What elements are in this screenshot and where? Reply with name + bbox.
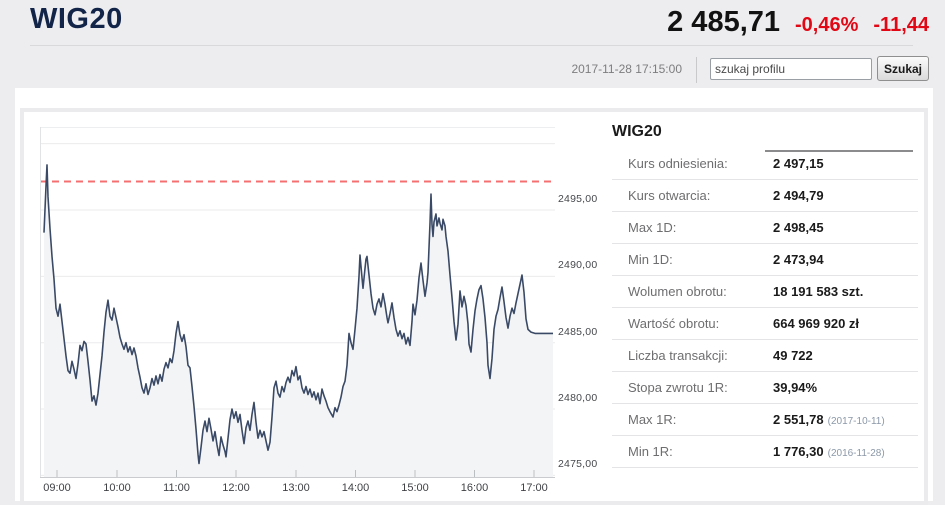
row-label: Max 1D: <box>628 220 677 235</box>
row-value-date: (2017-10-11) <box>827 416 885 427</box>
y-axis-label: 2495,00 <box>558 193 598 205</box>
change-percent: -0,46% <box>795 14 859 36</box>
row-value: 664 969 920 zł <box>773 316 860 331</box>
price-series-line <box>43 164 553 465</box>
table-row: Stopa zwrotu 1R: 39,94% <box>612 372 918 404</box>
panel-title: WIG20 <box>612 123 662 140</box>
price-chart-svg <box>40 127 555 478</box>
x-axis-tick-label: 14:00 <box>341 482 370 494</box>
x-axis-tick-label: 13:00 <box>282 482 310 494</box>
vertical-divider <box>696 57 697 83</box>
table-row: Min 1R: 1 776,30 (2016-11-28) <box>612 436 918 468</box>
y-axis-label: 2485,00 <box>558 325 598 338</box>
header-divider <box>30 45 913 46</box>
quote-timestamp: 2017-11-28 17:15:00 <box>571 62 682 76</box>
table-row: Wolumen obrotu: 18 191 583 szt. <box>612 276 918 308</box>
row-label: Liczba transakcji: <box>628 348 728 363</box>
table-row: Max 1D: 2 498,45 <box>612 212 918 244</box>
row-value: 49 722 <box>773 348 813 363</box>
table-row: Max 1R: 2 551,78 (2017-10-11) <box>612 404 918 436</box>
row-value: 39,94% <box>773 380 818 395</box>
row-label: Kurs otwarcia: <box>628 188 711 203</box>
table-row: Wartość obrotu: 664 969 920 zł <box>612 308 918 340</box>
table-row: Min 1D: 2 473,94 <box>612 244 918 276</box>
x-axis-tick-label: 12:00 <box>222 482 250 494</box>
row-label: Kurs odniesienia: <box>628 156 728 171</box>
row-value: 2 551,78 (2017-10-11) <box>773 412 885 427</box>
x-axis-tick-label: 09:00 <box>43 482 71 494</box>
quote-header: 2 485,71 -0,46% -11,44 <box>667 6 929 39</box>
x-axis-tick-label: 15:00 <box>401 482 429 494</box>
row-label: Min 1D: <box>628 252 673 267</box>
x-axis-tick-label: 17:00 <box>520 482 548 494</box>
y-axis-label: 2475,00 <box>558 458 598 471</box>
row-value: 2 473,94 <box>773 252 824 267</box>
change-absolute: -11,44 <box>873 14 929 36</box>
row-label: Min 1R: <box>628 444 673 459</box>
table-row: Kurs odniesienia: 2 497,15 <box>612 148 918 180</box>
last-price: 2 485,71 <box>667 6 781 38</box>
row-label: Wolumen obrotu: <box>628 284 727 299</box>
page-title: WIG20 <box>30 3 123 35</box>
y-axis-label: 2480,00 <box>558 392 598 405</box>
row-value: 1 776,30 (2016-11-28) <box>773 444 885 459</box>
row-label: Wartość obrotu: <box>628 316 720 331</box>
instrument-panel: WIG20 Kurs odniesienia: 2 497,15 Kurs otwa… <box>612 121 918 468</box>
x-axis-tick-label: 10:00 <box>103 482 131 494</box>
x-axis-tick-label: 11:00 <box>163 482 190 494</box>
row-value-date: (2016-11-28) <box>827 448 885 459</box>
row-value: 2 498,45 <box>773 220 824 235</box>
row-label: Stopa zwrotu 1R: <box>628 380 728 395</box>
y-axis-label: 2490,00 <box>558 259 598 272</box>
table-row: Kurs otwarcia: 2 494,79 <box>612 180 918 212</box>
row-label: Max 1R: <box>628 412 677 427</box>
x-axis-tick-label: 16:00 <box>460 482 489 494</box>
search-input[interactable] <box>710 58 872 80</box>
row-value: 18 191 583 szt. <box>773 284 864 299</box>
table-row: Liczba transakcji: 49 722 <box>612 340 918 372</box>
panel-title-rule <box>765 150 913 152</box>
row-value: 2 494,79 <box>773 188 824 203</box>
search-button[interactable]: Szukaj <box>877 56 929 81</box>
row-value: 2 497,15 <box>773 156 824 171</box>
series-area-fill <box>44 164 553 478</box>
price-chart[interactable] <box>40 127 555 478</box>
